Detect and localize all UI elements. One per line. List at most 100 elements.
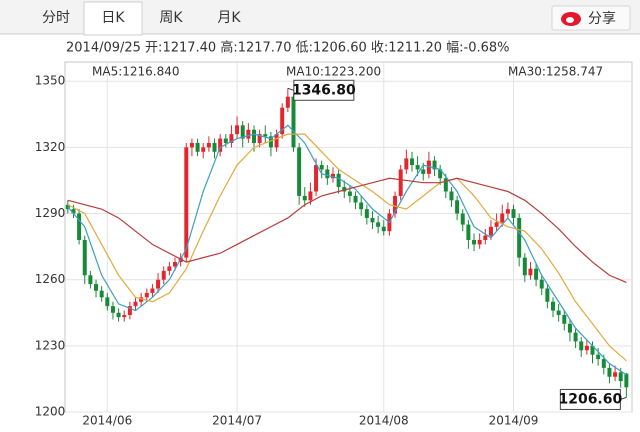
- weibo-icon-eye: [566, 17, 574, 23]
- x-tick-label: 2014/06: [82, 414, 132, 428]
- candle-body: [201, 147, 206, 152]
- tab[interactable]: 周K: [159, 10, 183, 26]
- tab[interactable]: 月K: [217, 10, 241, 26]
- candle-body: [252, 129, 256, 143]
- y-tick-label: 1290: [35, 206, 66, 220]
- candle-body: [133, 301, 138, 307]
- x-tick-label: 2014/07: [212, 414, 262, 428]
- candle-body: [342, 187, 347, 192]
- candle-body: [415, 165, 420, 170]
- candle-body: [82, 240, 87, 276]
- annotation-box: [293, 79, 355, 101]
- candle-body: [494, 222, 499, 227]
- y-tick-label: 1230: [35, 338, 66, 352]
- candle-body: [308, 191, 313, 201]
- candle-body: [116, 312, 121, 318]
- candle-body: [184, 147, 189, 258]
- candle-body: [297, 147, 302, 196]
- candle-body: [110, 306, 115, 313]
- candle-body: [218, 138, 223, 152]
- candle-body: [601, 359, 606, 368]
- share-label[interactable]: 分享: [588, 10, 616, 27]
- candle-body: [291, 96, 296, 148]
- annotation-pointer: [620, 396, 627, 400]
- candle-body: [347, 191, 352, 196]
- info-line: 2014/09/25 开:1217.40 高:1217.70 低:1206.60…: [66, 40, 510, 56]
- candle-body: [613, 372, 618, 377]
- candle-body: [105, 297, 110, 307]
- candle-body: [381, 226, 386, 232]
- candle-body: [500, 213, 505, 223]
- candle-body: [534, 268, 539, 280]
- active-tab-bg: [83, 1, 143, 36]
- candle-body: [223, 138, 228, 143]
- candle-body: [455, 200, 460, 214]
- candle-body: [302, 195, 307, 201]
- plot-frame: [64, 61, 633, 413]
- candle-body: [573, 332, 578, 342]
- candle-body: [161, 270, 166, 280]
- candle-body: [212, 142, 217, 152]
- tab[interactable]: 日K: [101, 10, 125, 26]
- candle-body: [167, 266, 172, 271]
- candle-body: [562, 314, 567, 324]
- candle-body: [280, 107, 285, 135]
- legend-entry: MA5:1216.840: [92, 65, 180, 79]
- candle-body: [443, 178, 448, 192]
- candle-body: [545, 288, 550, 302]
- candle-body: [195, 142, 200, 152]
- candle-body: [285, 96, 290, 108]
- candle-body: [94, 284, 99, 291]
- candle-body: [584, 345, 589, 351]
- candle-body: [364, 209, 369, 218]
- candle-body: [206, 142, 211, 148]
- candle-body: [460, 213, 465, 225]
- x-tick-label: 2014/08: [359, 414, 409, 428]
- candle-body: [517, 217, 522, 258]
- candle-body: [189, 142, 194, 148]
- candle-body: [579, 341, 584, 351]
- candle-body: [438, 169, 443, 179]
- y-tick-label: 1350: [35, 74, 66, 88]
- candle-body: [229, 134, 234, 143]
- candle-body: [488, 226, 493, 236]
- candle-body: [409, 158, 414, 166]
- candle-body: [268, 136, 273, 148]
- candle-body: [404, 158, 409, 170]
- candle-body: [426, 160, 431, 174]
- candle-body: [483, 235, 488, 240]
- candle-body: [432, 160, 437, 170]
- candle-body: [139, 297, 144, 302]
- y-tick-label: 1320: [35, 140, 66, 154]
- candle-body: [274, 134, 279, 148]
- candle-body: [173, 262, 178, 267]
- candle-body: [393, 195, 398, 214]
- candle-body: [590, 345, 595, 355]
- candle-body: [556, 310, 561, 315]
- candle-body: [257, 134, 262, 143]
- legend-entry: MA10:1223.200: [286, 65, 381, 79]
- candle-body: [511, 209, 516, 218]
- candle-body: [319, 165, 324, 170]
- candle-body: [466, 224, 471, 240]
- candle-body: [449, 191, 454, 201]
- candle-body: [330, 173, 335, 179]
- candle-body: [156, 279, 161, 289]
- candle-body: [336, 173, 341, 188]
- candle-body: [314, 165, 319, 192]
- tab[interactable]: 分时: [42, 10, 70, 26]
- candle-body: [477, 240, 482, 245]
- legend-entry: MA30:1258.747: [508, 65, 603, 79]
- candle-body: [472, 240, 477, 245]
- candle-body: [71, 209, 76, 214]
- candle-body: [607, 367, 612, 377]
- candle-body: [522, 257, 527, 276]
- candle-body: [528, 268, 533, 276]
- candle-body: [127, 306, 132, 315]
- candle-body: [624, 373, 629, 388]
- candle-body: [144, 292, 149, 298]
- x-tick-label: 2014/09: [489, 414, 539, 428]
- candle-body: [370, 217, 375, 223]
